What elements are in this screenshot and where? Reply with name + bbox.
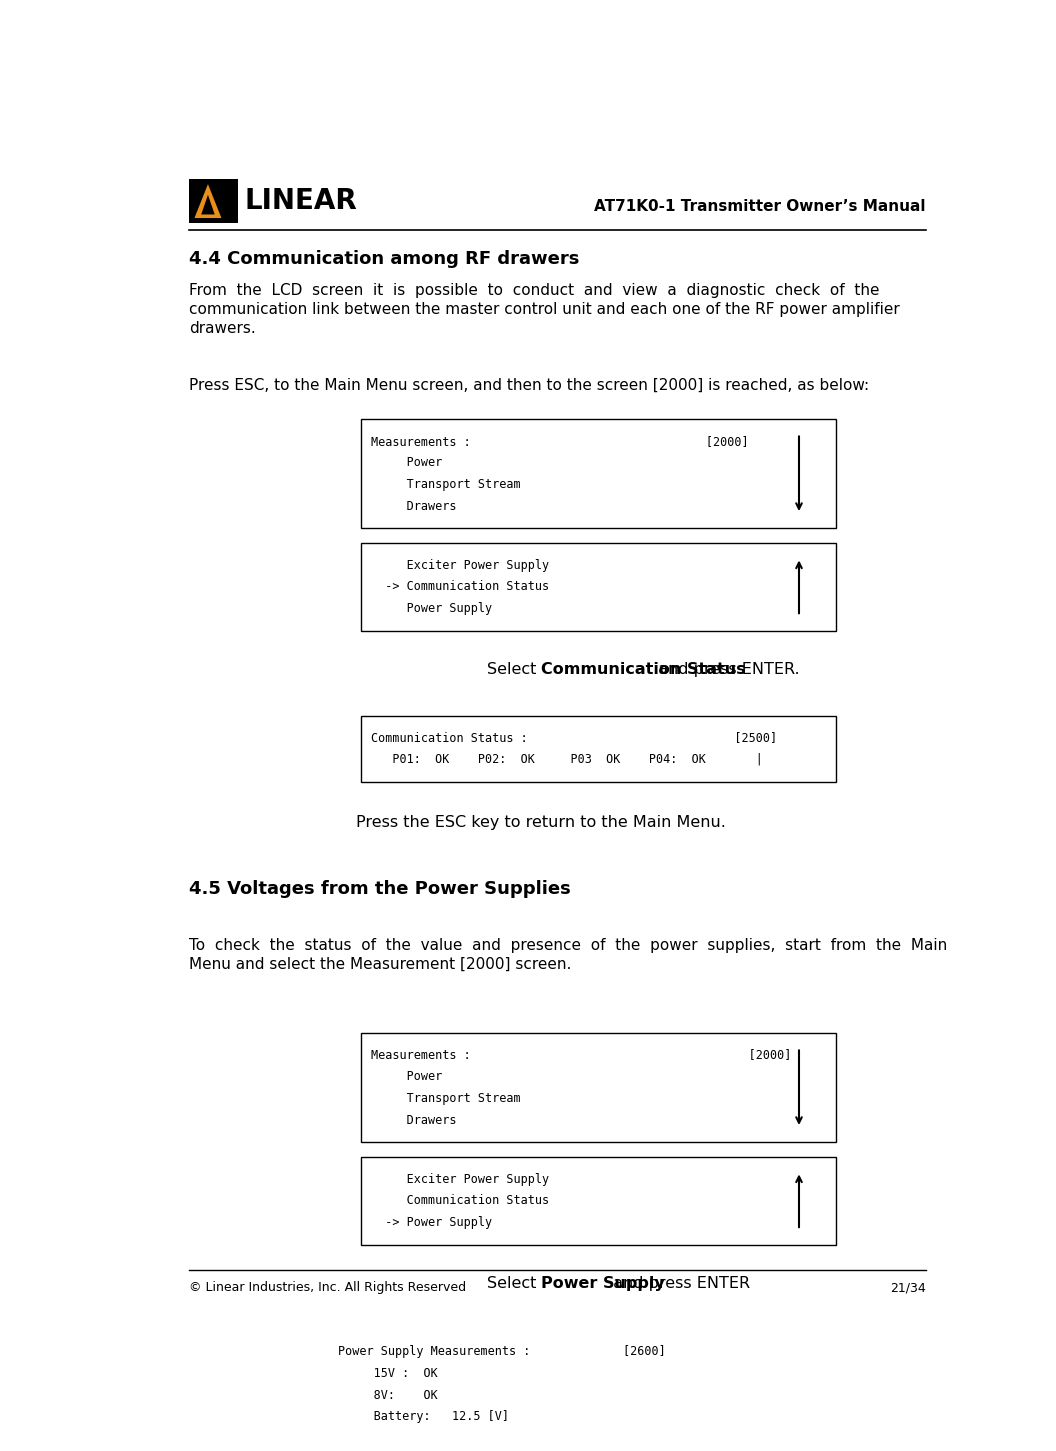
Text: Drawers: Drawers xyxy=(371,1114,456,1127)
Bar xyxy=(361,419,836,528)
Text: -> Communication Status: -> Communication Status xyxy=(371,580,549,593)
Text: Communication Status: Communication Status xyxy=(542,662,746,678)
Polygon shape xyxy=(202,194,214,215)
Text: and press ENTER.: and press ENTER. xyxy=(653,662,799,678)
Text: Communication Status: Communication Status xyxy=(371,1194,549,1207)
Polygon shape xyxy=(194,184,222,218)
Bar xyxy=(361,543,836,631)
Text: Press the ESC key to return to the Main Menu.: Press the ESC key to return to the Main … xyxy=(356,815,727,830)
Text: Drawers: Drawers xyxy=(371,501,456,512)
Text: drawers.: drawers. xyxy=(189,321,256,337)
Text: LINEAR: LINEAR xyxy=(245,187,358,215)
Text: From  the  LCD  screen  it  is  possible  to  conduct  and  view  a  diagnostic : From the LCD screen it is possible to co… xyxy=(189,283,880,299)
Text: 21/34: 21/34 xyxy=(890,1281,926,1294)
Text: Transport Stream: Transport Stream xyxy=(371,479,521,490)
Text: 15V :  OK: 15V : OK xyxy=(338,1367,438,1380)
Bar xyxy=(361,715,836,782)
Text: -> Power Supply: -> Power Supply xyxy=(371,1216,492,1229)
Text: communication link between the master control unit and each one of the RF power : communication link between the master co… xyxy=(189,302,900,318)
Text: © Linear Industries, Inc. All Rights Reserved: © Linear Industries, Inc. All Rights Res… xyxy=(189,1281,467,1294)
Text: Communication Status :                             [2500]: Communication Status : [2500] xyxy=(371,731,777,744)
Bar xyxy=(328,1329,754,1439)
Text: Measurements :                                 [2000]: Measurements : [2000] xyxy=(371,434,749,447)
Text: 8V:    OK: 8V: OK xyxy=(338,1389,438,1402)
Text: Power Supply: Power Supply xyxy=(542,1275,665,1291)
Text: Power: Power xyxy=(371,456,442,469)
Text: 4.4 Communication among RF drawers: 4.4 Communication among RF drawers xyxy=(189,250,580,267)
Text: To  check  the  status  of  the  value  and  presence  of  the  power  supplies,: To check the status of the value and pre… xyxy=(189,937,947,953)
Text: AT71K0-1 Transmitter Owner’s Manual: AT71K0-1 Transmitter Owner’s Manual xyxy=(595,199,926,213)
Text: Power Supply: Power Supply xyxy=(371,602,492,615)
Text: Power Supply Measurements :             [2600]: Power Supply Measurements : [2600] xyxy=(338,1345,666,1358)
Bar xyxy=(361,1156,836,1245)
Bar xyxy=(361,1033,836,1142)
Text: Select: Select xyxy=(487,1275,542,1291)
Text: Exciter Power Supply: Exciter Power Supply xyxy=(371,1172,549,1185)
Text: Measurements :                                       [2000]: Measurements : [2000] xyxy=(371,1049,791,1062)
Text: and press ENTER: and press ENTER xyxy=(608,1275,750,1291)
Bar xyxy=(189,178,239,223)
Text: Battery:   12.5 [V]: Battery: 12.5 [V] xyxy=(338,1410,509,1423)
Text: Press ESC, to the Main Menu screen, and then to the screen [2000] is reached, as: Press ESC, to the Main Menu screen, and … xyxy=(189,379,869,393)
Text: Select: Select xyxy=(487,662,542,678)
Text: Menu and select the Measurement [2000] screen.: Menu and select the Measurement [2000] s… xyxy=(189,956,571,972)
Text: Transport Stream: Transport Stream xyxy=(371,1093,521,1106)
Text: Exciter Power Supply: Exciter Power Supply xyxy=(371,559,549,572)
Text: Power: Power xyxy=(371,1071,442,1084)
Text: 4.5 Voltages from the Power Supplies: 4.5 Voltages from the Power Supplies xyxy=(189,879,571,898)
Text: P01:  OK    P02:  OK     P03  OK    P04:  OK       |: P01: OK P02: OK P03 OK P04: OK | xyxy=(371,753,762,766)
